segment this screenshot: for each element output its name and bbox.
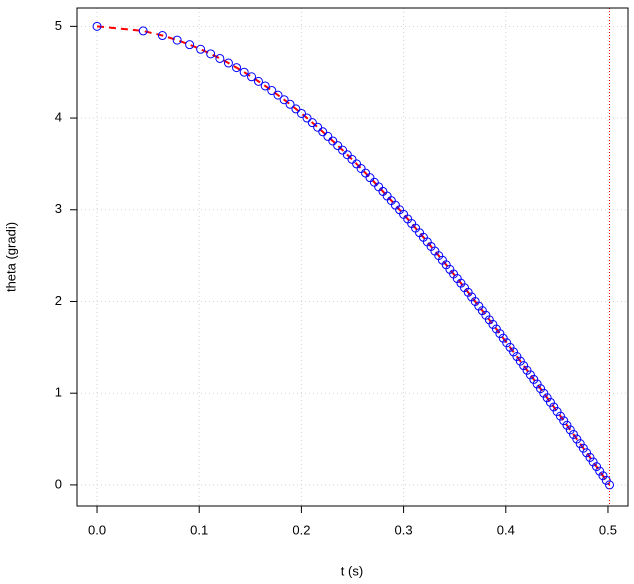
point — [196, 44, 206, 54]
point — [575, 439, 585, 449]
point — [562, 420, 572, 430]
point — [536, 384, 546, 394]
point — [347, 154, 357, 164]
point — [549, 402, 559, 412]
point — [302, 113, 312, 123]
point — [172, 35, 182, 45]
point — [578, 443, 588, 453]
point — [522, 365, 532, 375]
point — [515, 356, 525, 366]
point — [352, 159, 362, 169]
point — [356, 163, 366, 173]
point — [253, 76, 263, 86]
point — [592, 462, 602, 472]
point — [232, 63, 242, 73]
point — [333, 141, 343, 151]
point — [185, 40, 195, 50]
point — [157, 31, 167, 41]
point — [495, 329, 505, 339]
point — [260, 81, 270, 91]
point — [565, 425, 575, 435]
point — [291, 104, 301, 114]
x-tick-label: 0.5 — [599, 522, 617, 537]
point — [598, 471, 608, 481]
point — [223, 58, 233, 68]
point — [529, 374, 539, 384]
point — [342, 150, 352, 160]
point — [545, 397, 555, 407]
point — [206, 49, 216, 59]
x-tick-label: 0.2 — [292, 522, 310, 537]
point — [365, 173, 375, 183]
point — [588, 457, 598, 467]
y-tick-label: 4 — [55, 109, 62, 124]
series-line — [96, 25, 611, 486]
point — [509, 347, 519, 357]
point — [323, 131, 333, 141]
point — [313, 122, 323, 132]
point — [307, 118, 317, 128]
point — [532, 379, 542, 389]
point — [138, 26, 148, 36]
point — [555, 411, 565, 421]
point — [552, 407, 562, 417]
point — [92, 21, 102, 31]
point — [328, 136, 338, 146]
point — [279, 95, 289, 105]
point — [318, 127, 328, 137]
plot-frame — [76, 7, 629, 507]
point — [569, 429, 579, 439]
point — [519, 361, 529, 371]
y-tick-label: 1 — [55, 385, 62, 400]
point — [559, 416, 569, 426]
x-tick-label: 0.0 — [88, 522, 106, 537]
point — [338, 145, 348, 155]
point — [572, 434, 582, 444]
point — [297, 108, 307, 118]
point — [382, 191, 392, 201]
point — [512, 352, 522, 362]
point — [582, 448, 592, 458]
point — [595, 466, 605, 476]
point — [539, 388, 549, 398]
x-tick-label: 0.1 — [190, 522, 208, 537]
point — [273, 90, 283, 100]
point — [239, 67, 249, 77]
point — [267, 86, 277, 96]
x-axis-label: t (s) — [341, 563, 363, 578]
y-tick-label: 5 — [55, 18, 62, 33]
point — [215, 53, 225, 63]
y-axis-label: theta (gradi) — [3, 222, 18, 292]
point — [542, 393, 552, 403]
point — [502, 338, 512, 348]
point — [285, 99, 295, 109]
point — [374, 182, 384, 192]
y-tick-label: 0 — [55, 476, 62, 491]
y-tick-label: 3 — [55, 201, 62, 216]
x-tick-label: 0.4 — [497, 522, 515, 537]
point — [247, 72, 257, 82]
point — [585, 452, 595, 462]
y-tick-label: 2 — [55, 293, 62, 308]
point — [525, 370, 535, 380]
x-tick-label: 0.3 — [395, 522, 413, 537]
point — [601, 475, 611, 485]
